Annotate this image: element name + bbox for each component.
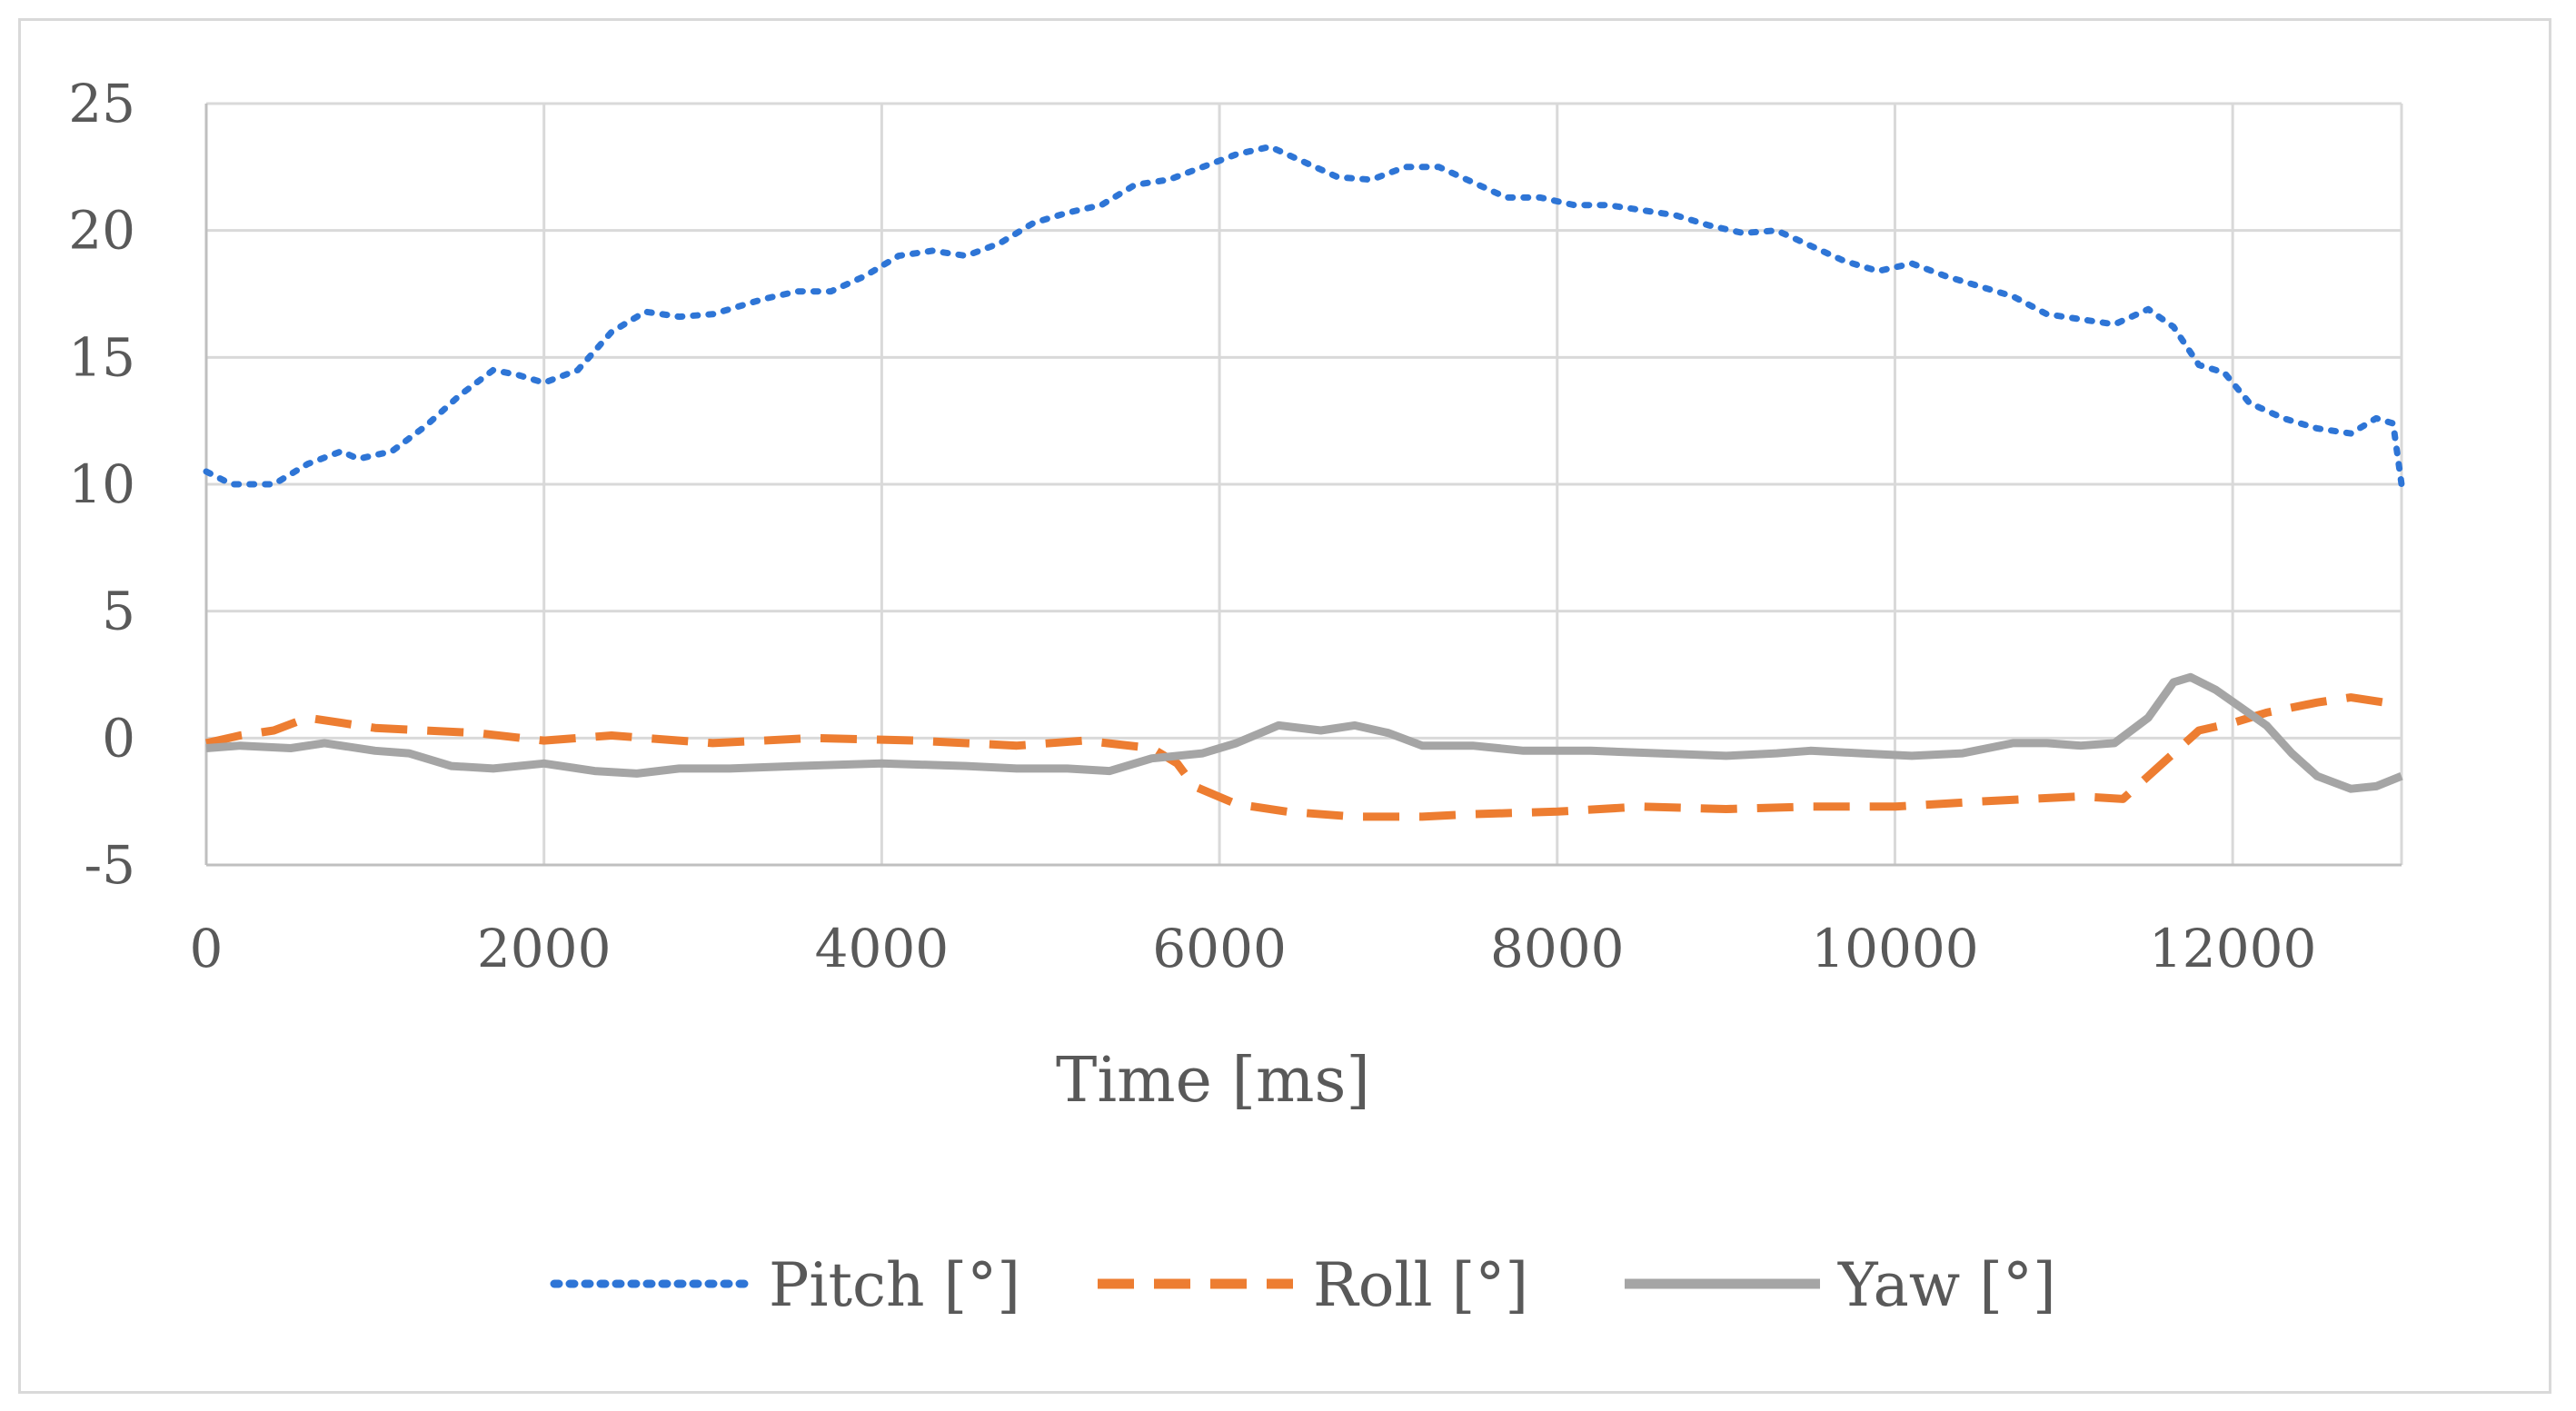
x-tick-label: 0	[190, 918, 224, 979]
legend: Pitch [°] Roll [°] Yaw [°]	[550, 1250, 2056, 1320]
y-tick-label: 10	[68, 453, 135, 515]
y-tick-label: -5	[85, 834, 136, 896]
x-tick-label: 4000	[815, 918, 950, 979]
legend-label-roll: Roll [°]	[1313, 1250, 1528, 1320]
y-tick-label: 5	[102, 581, 135, 642]
legend-label-pitch: Pitch [°]	[769, 1250, 1020, 1320]
tick-labels: -5 0 5 10 15 20 25 0 2000 4000 6000 8000 10000 12000	[68, 73, 2316, 979]
y-tick-label: 20	[68, 200, 135, 262]
x-tick-label: 2000	[477, 918, 612, 979]
x-axis-title: Time [ms]	[1056, 1045, 1370, 1117]
y-tick-label: 15	[68, 326, 135, 388]
chart-frame: -5 0 5 10 15 20 25 0 2000 4000 6000 8000 10000 12000 …	[18, 18, 2551, 1394]
legend-label-yaw: Yaw [°]	[1837, 1250, 2056, 1320]
x-tick-label: 12000	[2149, 918, 2317, 979]
grid-lines	[204, 102, 2403, 865]
series-line-pitch	[203, 144, 2405, 488]
axes	[204, 104, 2402, 867]
x-tick-label: 6000	[1152, 918, 1287, 979]
series-line-roll	[205, 693, 2402, 821]
x-tick-label: 10000	[1811, 918, 1979, 979]
x-tick-label: 8000	[1490, 918, 1625, 979]
series-line-yaw	[205, 672, 2403, 793]
y-tick-label: 0	[102, 707, 135, 769]
y-tick-label: 25	[68, 73, 135, 134]
series-lines	[203, 144, 2405, 821]
